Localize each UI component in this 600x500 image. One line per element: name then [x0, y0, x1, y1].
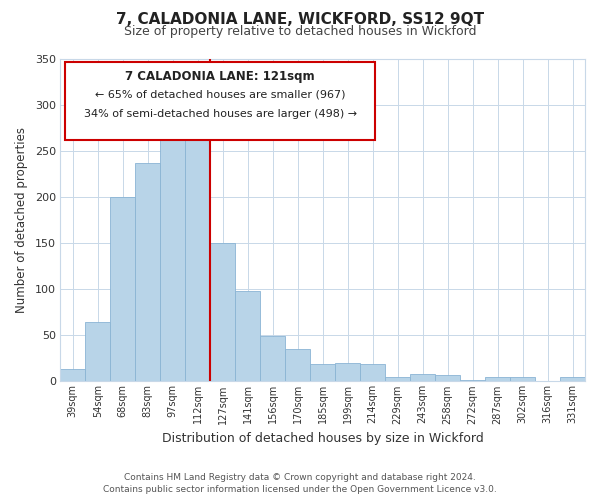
Bar	[185, 114, 210, 382]
Bar	[85, 322, 110, 382]
Bar	[260, 336, 285, 382]
Text: Contains public sector information licensed under the Open Government Licence v3: Contains public sector information licen…	[103, 485, 497, 494]
Bar	[235, 291, 260, 382]
Bar	[360, 364, 385, 382]
Bar	[160, 126, 185, 382]
Bar	[385, 377, 410, 382]
Bar	[60, 370, 85, 382]
X-axis label: Distribution of detached houses by size in Wickford: Distribution of detached houses by size …	[162, 432, 484, 445]
Bar	[435, 375, 460, 382]
Bar	[560, 377, 585, 382]
Bar	[285, 349, 310, 382]
FancyBboxPatch shape	[65, 62, 375, 140]
Y-axis label: Number of detached properties: Number of detached properties	[15, 127, 28, 313]
Bar	[335, 363, 360, 382]
Bar	[460, 380, 485, 382]
Bar	[485, 377, 510, 382]
Bar	[210, 243, 235, 382]
Bar	[110, 197, 135, 382]
Bar	[510, 377, 535, 382]
Text: 7 CALADONIA LANE: 121sqm: 7 CALADONIA LANE: 121sqm	[125, 70, 315, 84]
Bar	[410, 374, 435, 382]
Bar	[135, 163, 160, 382]
Text: Contains HM Land Registry data © Crown copyright and database right 2024.: Contains HM Land Registry data © Crown c…	[124, 472, 476, 482]
Bar	[310, 364, 335, 382]
Text: ← 65% of detached houses are smaller (967): ← 65% of detached houses are smaller (96…	[95, 90, 346, 100]
Text: 34% of semi-detached houses are larger (498) →: 34% of semi-detached houses are larger (…	[84, 109, 357, 119]
Text: 7, CALADONIA LANE, WICKFORD, SS12 9QT: 7, CALADONIA LANE, WICKFORD, SS12 9QT	[116, 12, 484, 28]
Text: Size of property relative to detached houses in Wickford: Size of property relative to detached ho…	[124, 25, 476, 38]
